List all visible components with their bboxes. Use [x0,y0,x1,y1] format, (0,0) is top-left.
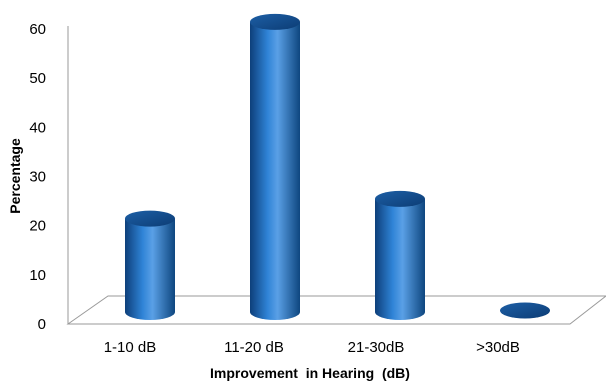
y-tick-label: 50 [29,70,46,87]
bar [125,210,175,320]
bar-cap [500,302,550,319]
bar-body [375,198,425,320]
bar [375,190,425,320]
y-tick-label: 60 [29,21,46,38]
bar-body [125,218,175,320]
bar-body [250,21,300,321]
bar-cap [375,190,425,207]
bar-cap [250,13,300,30]
y-tick-label: 30 [29,169,46,186]
x-tick-label: 1-10 dB [104,339,157,356]
y-tick-label: 20 [29,218,46,235]
y-tick-label: 10 [29,267,46,284]
x-ticks: 1-10 dB 11-20 dB 21-30dB >30dB [104,339,520,356]
x-tick-label: 21-30dB [348,339,405,356]
bars [125,13,550,321]
y-axis-title: Percentage [7,138,23,214]
x-tick-label: 11-20 dB [224,339,284,356]
x-tick-label: >30dB [476,339,520,356]
bar [250,13,300,321]
x-axis-title: Improvement in Hearing (dB) [210,365,410,381]
y-tick-label: 40 [29,119,46,136]
y-tick-label: 0 [38,316,46,333]
bar [500,302,550,319]
bar-cap [125,210,175,227]
y-ticks: 0 10 20 30 40 50 60 [29,21,46,333]
